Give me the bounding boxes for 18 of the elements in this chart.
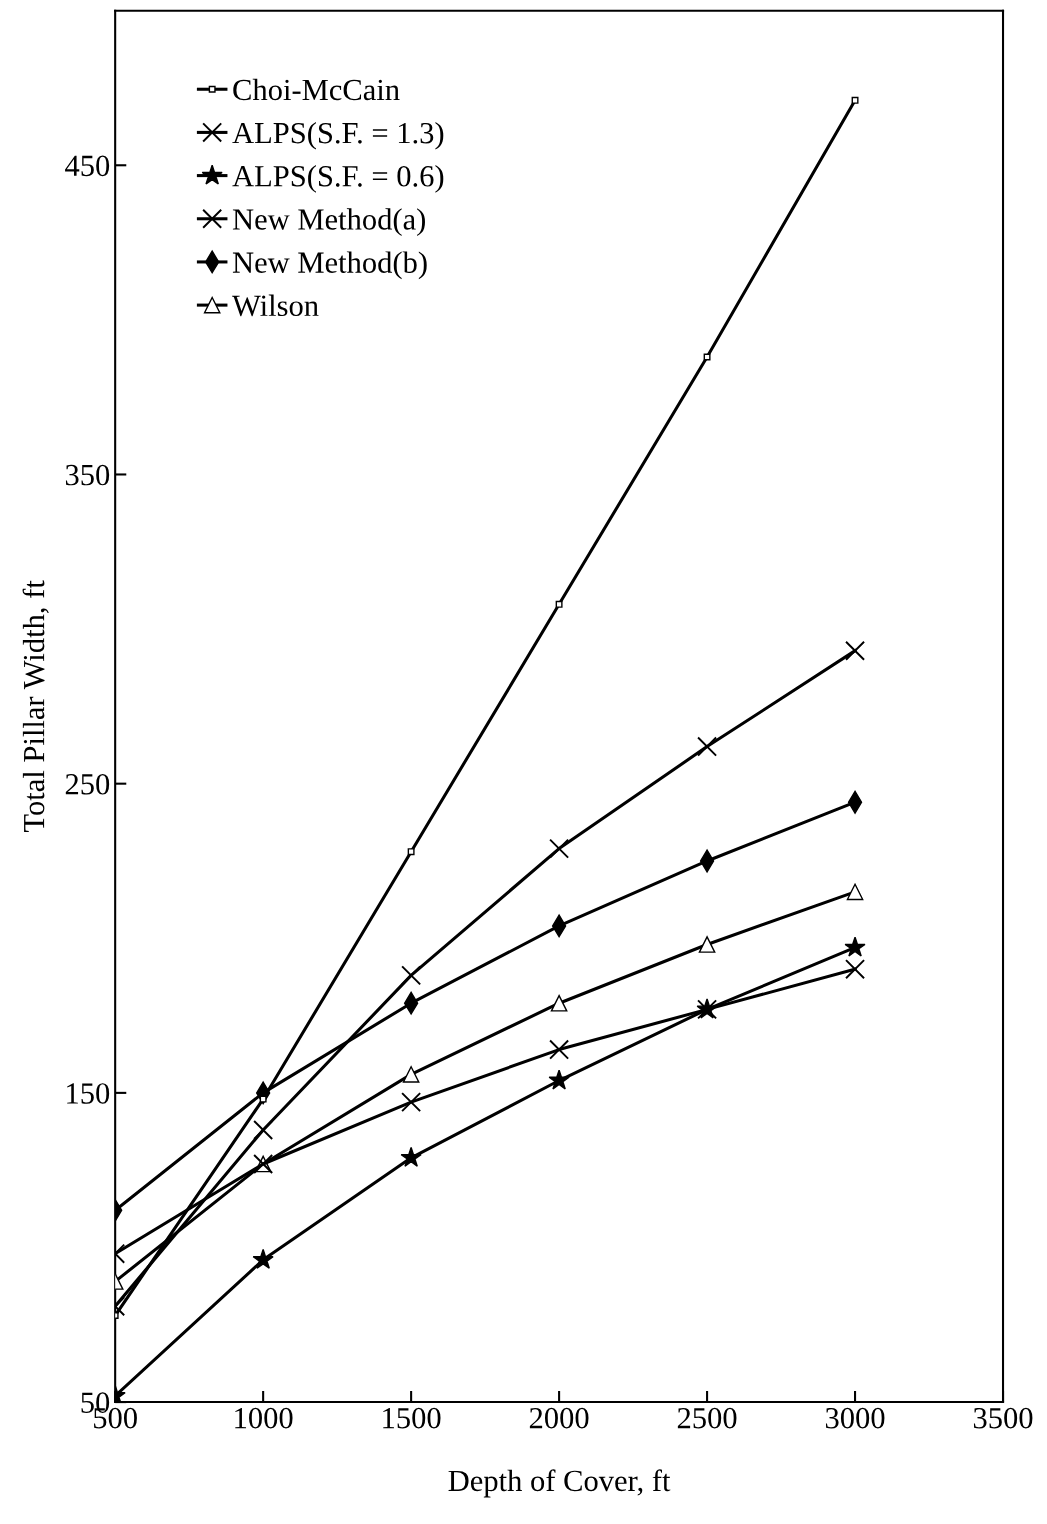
y-axis-title: Total Pillar Width, ft [22, 580, 49, 833]
y-tick-label: 450 [65, 155, 110, 177]
y-tick-label: 350 [65, 464, 110, 486]
legend-label: Wilson [232, 294, 319, 317]
y-tick-label: 250 [65, 773, 110, 795]
x-axis-title: Depth of Cover, ft [448, 1469, 671, 1498]
x-tick-label: 1500 [383, 1407, 441, 1429]
legend-label: Choi-McCain [233, 78, 400, 101]
legend-label: New Method(b) [232, 251, 427, 280]
legend-label: ALPS(S.F. = 1.3) [232, 121, 444, 150]
x-tick-label: 2000 [529, 1407, 589, 1429]
x-tick-label: 3000 [825, 1407, 885, 1429]
y-tick-label: 150 [67, 1083, 110, 1104]
x-tick-label: 2500 [677, 1407, 737, 1429]
legend-label: ALPS(S.F. = 0.6) [232, 165, 444, 193]
x-tick-label: 1000 [235, 1407, 293, 1429]
legend-label: New Method(a) [232, 208, 425, 236]
x-tick-label: 3500 [973, 1407, 1033, 1429]
